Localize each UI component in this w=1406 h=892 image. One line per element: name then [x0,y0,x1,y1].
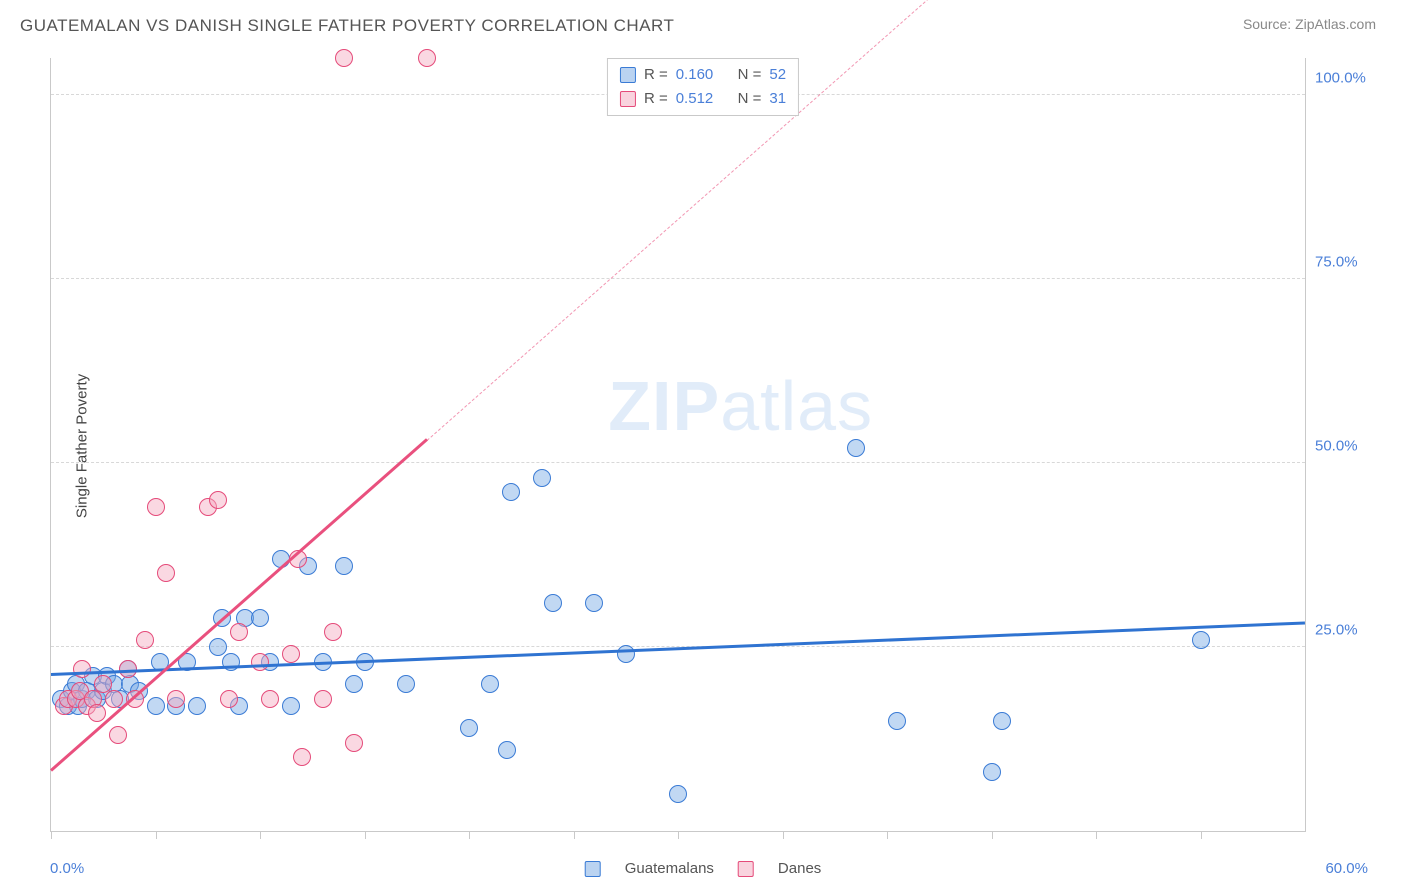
square-icon [585,861,601,877]
data-point [282,697,300,715]
data-point [888,712,906,730]
data-point [282,645,300,663]
data-point [209,638,227,656]
y-tick-label: 100.0% [1315,69,1375,86]
data-point [209,491,227,509]
correlation-legend: R = 0.160 N = 52 R = 0.512 N = 31 [607,58,799,116]
data-point [345,734,363,752]
data-point [220,690,238,708]
r-label: R = [644,87,668,111]
data-point [324,623,342,641]
data-point [585,594,603,612]
x-tick [678,831,679,839]
x-axis-max-label: 60.0% [1325,860,1368,877]
data-point [481,675,499,693]
data-point [293,748,311,766]
data-point [230,623,248,641]
x-tick [1201,831,1202,839]
data-point [847,439,865,457]
x-tick [992,831,993,839]
y-tick-label: 25.0% [1315,621,1375,638]
x-tick [260,831,261,839]
data-point [983,763,1001,781]
data-point [533,469,551,487]
data-point [251,609,269,627]
y-tick-label: 75.0% [1315,253,1375,270]
data-point [147,697,165,715]
x-tick [783,831,784,839]
data-point [88,704,106,722]
r-value: 0.512 [676,87,714,111]
r-label: R = [644,63,668,87]
data-point [335,49,353,67]
x-tick [156,831,157,839]
data-point [188,697,206,715]
data-point [669,785,687,803]
data-point [460,719,478,737]
data-point [1192,631,1210,649]
gridline [51,278,1305,279]
source-label: Source: ZipAtlas.com [1243,16,1376,32]
data-point [498,741,516,759]
series-legend: Guatemalans Danes [585,860,822,877]
n-value: 52 [769,63,786,87]
data-point [73,660,91,678]
data-point [136,631,154,649]
n-label: N = [738,87,762,111]
chart-title: GUATEMALAN VS DANISH SINGLE FATHER POVER… [20,16,674,36]
x-tick [1096,831,1097,839]
square-icon [738,861,754,877]
data-point [993,712,1011,730]
x-tick [574,831,575,839]
gridline [51,462,1305,463]
legend-label: Danes [778,860,821,877]
n-label: N = [738,63,762,87]
legend-row-pink: R = 0.512 N = 31 [620,87,786,111]
x-tick [51,831,52,839]
data-point [335,557,353,575]
data-point [544,594,562,612]
legend-row-blue: R = 0.160 N = 52 [620,63,786,87]
n-value: 31 [769,87,786,111]
square-icon [620,91,636,107]
x-tick [469,831,470,839]
data-point [109,726,127,744]
data-point [147,498,165,516]
data-point [167,690,185,708]
data-point [502,483,520,501]
data-point [345,675,363,693]
legend-label: Guatemalans [625,860,714,877]
square-icon [620,67,636,83]
data-point [397,675,415,693]
y-tick-label: 50.0% [1315,437,1375,454]
data-point [251,653,269,671]
data-point [261,690,279,708]
plot-area: ZIPatlas 25.0%50.0%75.0%100.0% [50,58,1306,832]
data-point [617,645,635,663]
data-point [314,690,332,708]
r-value: 0.160 [676,63,714,87]
trend-line [50,438,428,772]
x-axis-min-label: 0.0% [50,860,84,877]
watermark: ZIPatlas [608,366,873,446]
x-tick [887,831,888,839]
x-tick [365,831,366,839]
data-point [418,49,436,67]
data-point [157,564,175,582]
data-point [105,690,123,708]
